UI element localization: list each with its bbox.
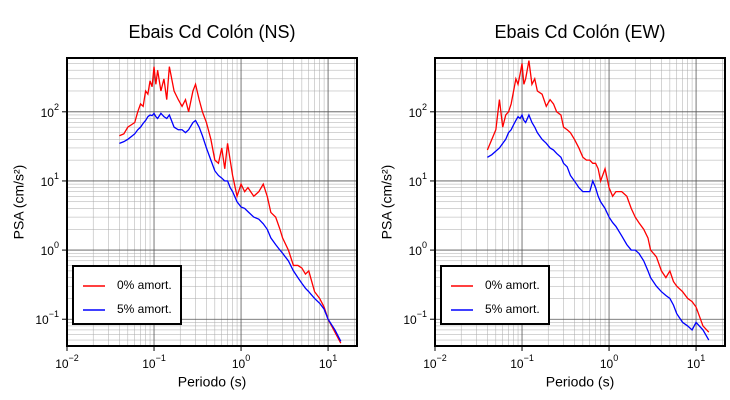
y-axis-label: PSA (cm/s²) (11, 165, 27, 240)
series-line (486, 60, 710, 333)
chart-title: Ebais Cd Colón (EW) (494, 22, 665, 42)
chart-title: Ebais Cd Colón (NS) (128, 22, 295, 42)
x-tick-label: 101 (687, 353, 705, 371)
y-tick-label: 100 (409, 240, 427, 258)
legend-label: 5% amort. (485, 302, 540, 316)
legend-label: 0% amort. (117, 278, 172, 292)
series-line (119, 112, 342, 342)
x-tick-label: 100 (600, 353, 618, 371)
legend-box (72, 265, 182, 325)
y-tick-label: 101 (409, 171, 427, 189)
series-line (119, 66, 342, 344)
x-tick-label: 10−1 (142, 353, 166, 371)
y-tick-label: 101 (41, 171, 59, 189)
y-tick-label: 10−1 (403, 310, 427, 328)
x-tick-label: 10−1 (510, 353, 534, 371)
series-line (487, 113, 710, 341)
y-tick-label: 102 (409, 102, 427, 120)
x-tick-label: 10−2 (55, 353, 79, 371)
y-axis-label: PSA (cm/s²) (379, 165, 395, 240)
x-tick-label: 101 (319, 353, 337, 371)
plot-frame (434, 57, 726, 347)
legend-label: 5% amort. (117, 302, 172, 316)
x-tick-label: 100 (232, 353, 250, 371)
x-tick-label: 10−2 (423, 353, 447, 371)
y-tick-label: 10−1 (35, 310, 59, 328)
legend-label: 0% amort. (485, 278, 540, 292)
legend-box (440, 265, 550, 325)
y-tick-label: 100 (41, 240, 59, 258)
x-axis-label: Periodo (s) (546, 374, 614, 390)
x-axis-label: Periodo (s) (178, 374, 246, 390)
y-tick-label: 102 (41, 102, 59, 120)
plot-frame (66, 57, 358, 347)
